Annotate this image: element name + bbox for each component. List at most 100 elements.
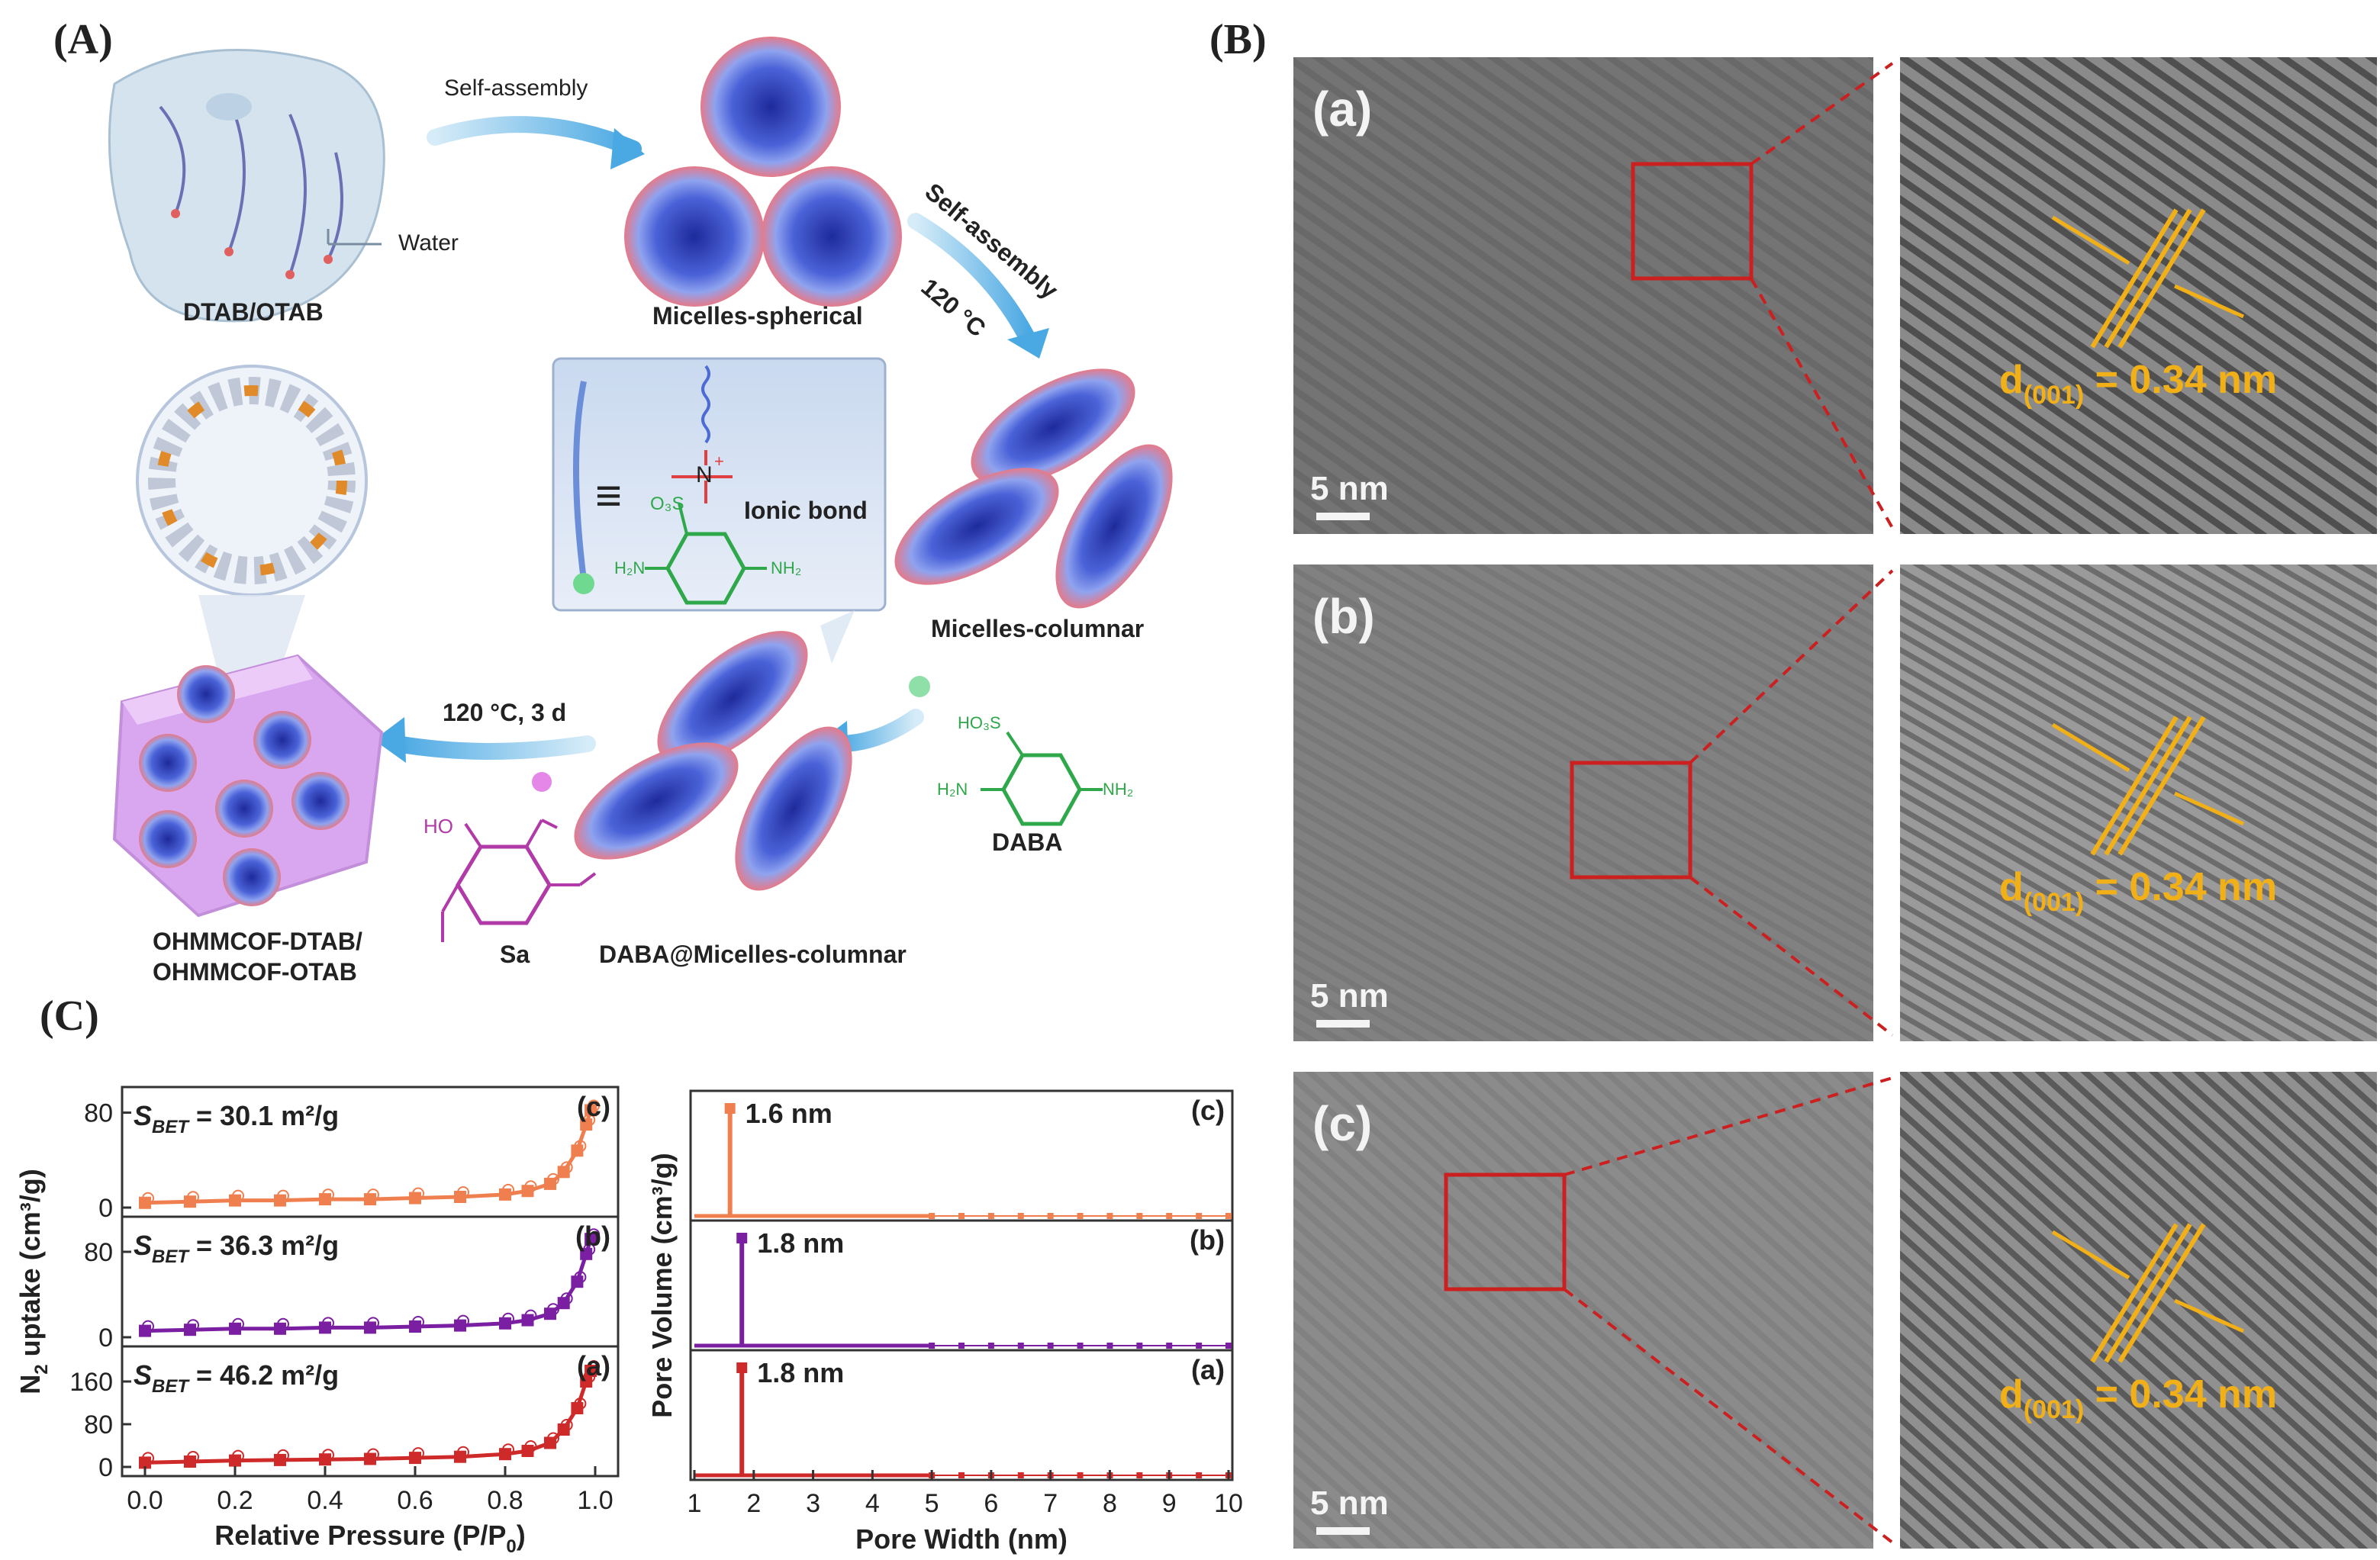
psd-point: [958, 1343, 965, 1349]
zoom-line-bottom: [1563, 1288, 1894, 1544]
daba-h2n-label: H₂N: [937, 780, 968, 799]
cof-zoom-circle: [136, 365, 368, 687]
zoom-region-box: [1444, 1172, 1567, 1291]
psd-point: [1225, 1213, 1232, 1219]
psd-point: [1196, 1472, 1203, 1478]
desorption-point: [277, 1317, 289, 1330]
scale-bar-label: 5 nm: [1310, 977, 1389, 1015]
desorption-point: [502, 1443, 514, 1456]
daba-structure: [909, 676, 1103, 826]
x-tick-label: 6: [984, 1489, 998, 1518]
desorption-point: [574, 1398, 587, 1410]
x-tick-label: 0.8: [487, 1486, 523, 1515]
sbet-label: SBET = 46.2 m²/g: [134, 1359, 339, 1397]
desorption-point: [457, 1314, 469, 1327]
scale-bar: [1316, 1020, 1370, 1028]
pore-size-chart: 1.6 nm (c) 1.8 nm (b) 1.8 nm (a) 1 2 3 4 5 6 7 8 9 10 Po…: [646, 1089, 1243, 1555]
desorption-point: [560, 1419, 573, 1431]
psd-point: [1077, 1472, 1084, 1478]
psd-point: [1136, 1472, 1143, 1478]
cond-120-3d-label: 120 °C, 3 d: [443, 699, 566, 726]
y-tick-label: 80: [84, 1238, 113, 1267]
daba-label: DABA: [992, 828, 1062, 856]
tem-texture: [1293, 564, 1873, 1041]
arrow-head-4: [374, 717, 406, 763]
y-axis-label: N2 uptake (cm³/g): [14, 1169, 52, 1394]
desorption-point: [412, 1316, 424, 1328]
sbet-label: SBET = 36.3 m²/g: [134, 1230, 339, 1267]
desorption-point: [187, 1319, 199, 1332]
hso3-label: HO₃S: [958, 713, 1001, 732]
psd-frame: [689, 1349, 1234, 1481]
zoom-region-box: [1570, 761, 1692, 880]
y-axis-label: Pore Volume (cm³/g): [646, 1153, 678, 1417]
lattice-fringe-marker: [2090, 208, 2179, 349]
columnar-micelles: [894, 368, 1173, 609]
zoom-line-top: [1689, 569, 1894, 764]
psd-point: [987, 1343, 994, 1349]
plus-sign: +: [714, 452, 724, 471]
psd-point: [1196, 1213, 1203, 1219]
x-axis-label: Relative Pressure (P/P0): [214, 1520, 526, 1557]
psd-point: [929, 1213, 936, 1219]
x-tick-label: 9: [1162, 1489, 1177, 1518]
lattice-fringe-marker: [2090, 716, 2179, 856]
lattice-fringe-marker: [2104, 208, 2192, 349]
peak-label: 1.8 nm: [757, 1357, 844, 1388]
hexagonal-cof-block: [112, 654, 384, 918]
psd-point: [958, 1213, 965, 1219]
x-tick-label: 3: [806, 1489, 820, 1518]
panel-letter-a: (A): [53, 16, 113, 63]
desorption-point: [457, 1446, 469, 1459]
desorption-point: [232, 1317, 244, 1330]
water-label: Water: [398, 230, 459, 256]
scale-bar: [1316, 513, 1370, 520]
series-label: (a): [1191, 1354, 1225, 1385]
ohmmcof-label-1: OHMMCOF-DTAB/: [153, 928, 362, 955]
pointer-arrow: [2051, 215, 2130, 265]
n-plus-label: N: [696, 462, 713, 487]
d-spacing-label: d(001) = 0.34 nm: [1999, 1372, 2277, 1424]
desorption-point: [547, 1172, 559, 1185]
psd-point: [1017, 1343, 1024, 1349]
x-tick-label: 10: [1214, 1489, 1243, 1518]
y-tick-label: 80: [84, 1099, 113, 1128]
lattice-fringe-marker: [2104, 1223, 2192, 1363]
desorption-point: [367, 1448, 379, 1461]
zoom-line-bottom: [1750, 278, 1894, 529]
panel-letter-b: (B): [1209, 16, 1267, 63]
tem-texture: [1293, 57, 1873, 534]
desorption-point: [232, 1449, 244, 1462]
series-label: (c): [1191, 1095, 1225, 1126]
psd-point: [1136, 1213, 1143, 1219]
desorption-point: [322, 1188, 334, 1201]
lattice-fringe-marker: [2118, 716, 2206, 856]
x-tick-label: 0.0: [127, 1486, 163, 1515]
ionic-bond-label: Ionic bond: [744, 497, 868, 524]
dtab-otab-label: DTAB/OTAB: [183, 298, 324, 326]
lattice-fringe-marker: [2104, 716, 2192, 856]
desorption-point: [367, 1188, 379, 1201]
lattice-fringe-marker: [2118, 208, 2206, 349]
h2n-left-label: H₂N: [614, 558, 645, 577]
ho-label: HO: [424, 815, 453, 838]
daba-micelles-columnar: [574, 610, 855, 891]
psd-point: [1225, 1343, 1232, 1349]
tem-row: (b) 5 nm d(001) = 0.34 nm: [1293, 564, 2377, 1041]
spherical-micelles: [624, 37, 902, 307]
x-tick-label: 2: [746, 1489, 761, 1518]
daba-nh2-label: NH₂: [1103, 780, 1133, 799]
psd-point: [929, 1343, 936, 1349]
tem-row-letter: (b): [1312, 589, 1375, 644]
psd-point: [1106, 1343, 1113, 1349]
x-tick-label: 1: [688, 1489, 702, 1518]
desorption-point: [187, 1191, 199, 1204]
peak-label: 1.8 nm: [757, 1227, 844, 1259]
zoom-region-box: [1631, 162, 1754, 281]
x-tick-label: 8: [1103, 1489, 1117, 1518]
tem-row-letter: (c): [1312, 1096, 1372, 1151]
psd-point: [1196, 1343, 1203, 1349]
desorption-point: [524, 1180, 537, 1193]
zoom-line-top: [1564, 1076, 1893, 1176]
